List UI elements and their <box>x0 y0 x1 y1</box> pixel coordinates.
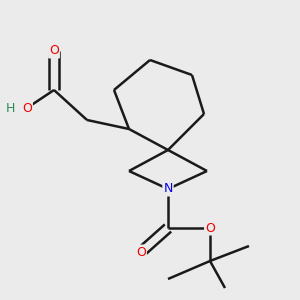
Text: O: O <box>205 221 215 235</box>
Text: N: N <box>163 182 173 196</box>
Text: O: O <box>49 44 59 58</box>
Text: H: H <box>6 101 15 115</box>
Text: O: O <box>136 245 146 259</box>
Text: O: O <box>22 101 32 115</box>
